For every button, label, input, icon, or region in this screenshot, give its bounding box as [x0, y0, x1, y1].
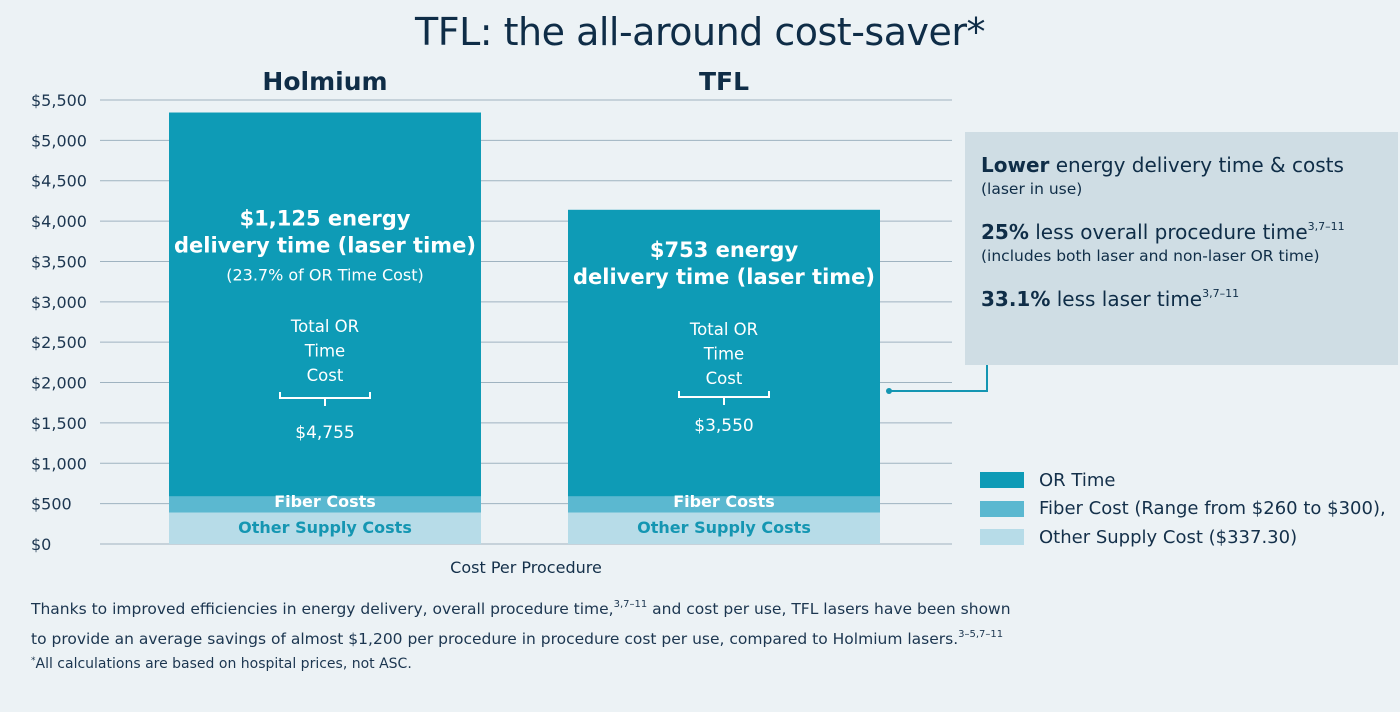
total-bracket — [279, 392, 371, 406]
callout-line-1-text: energy delivery time & costs — [1049, 153, 1344, 177]
callout-line-1-sub: (laser in use) — [981, 180, 1083, 198]
callout-line-2-text: less overall procedure time — [1028, 220, 1308, 244]
footnote-text-1: Thanks to improved efficiencies in energ… — [31, 600, 614, 618]
footnote-text-3: to provide an average savings of almost … — [31, 630, 959, 648]
legend-label-other-supply: Other Supply Cost ($337.30) — [1039, 526, 1298, 548]
legend-label-fiber-cost: Fiber Cost (Range from $260 to $300), — [1039, 498, 1386, 520]
y-tick-label: $3,500 — [31, 252, 87, 271]
other-supply-label: Other Supply Costs — [238, 518, 412, 537]
other-supply-label: Other Supply Costs — [637, 518, 811, 537]
callout-line-3: 33.1% less laser time3,7–11 — [981, 281, 1382, 312]
x-axis-label: Cost Per Procedure — [450, 558, 602, 577]
total-or-value: $3,550 — [694, 416, 753, 436]
y-tick-label: $4,000 — [31, 212, 87, 231]
bar-subline: (23.7% of OR Time Cost) — [226, 266, 424, 285]
y-tick-label: $2,500 — [31, 333, 87, 352]
total-bracket — [678, 391, 770, 405]
legend-swatch-other-supply — [980, 529, 1024, 546]
total-or-value: $4,755 — [295, 423, 354, 443]
y-tick-label: $1,500 — [31, 414, 87, 433]
callout-line-1: Lower energy delivery time & costs — [981, 152, 1382, 178]
y-tick-label: $3,000 — [31, 293, 87, 312]
bar-segment-fiber — [169, 496, 481, 513]
callout-line-2: 25% less overall procedure time3,7–11 — [981, 214, 1382, 245]
legend-item-fiber-cost: Fiber Cost (Range from $260 to $300), — [980, 495, 1386, 524]
bar-segment-or-time — [169, 112, 481, 497]
y-tick-label: $5,500 — [31, 91, 87, 110]
bar-headline-line-2: delivery time (laser time) — [573, 265, 875, 289]
legend-swatch-fiber-cost — [980, 500, 1024, 517]
savings-callout-box: Lower energy delivery time & costs (lase… — [965, 132, 1398, 365]
y-tick-label: $5,000 — [31, 131, 87, 150]
callout-line-3-citation: 3,7–11 — [1202, 287, 1240, 300]
bar-segment-other-supply — [568, 512, 880, 544]
callout-line-2-citation: 3,7–11 — [1307, 220, 1345, 233]
total-or-label-line: Total OR — [689, 320, 758, 339]
y-tick-label: $1,000 — [31, 454, 87, 473]
legend-item-or-time: OR Time — [980, 466, 1386, 495]
footnote-paragraph: Thanks to improved efficiencies in energ… — [31, 592, 1031, 652]
disclaimer-text: All calculations are based on hospital p… — [35, 656, 412, 672]
callout-line-3-bold: 33.1% — [981, 287, 1051, 311]
total-or-label-line: Time — [703, 345, 744, 364]
fiber-costs-label: Fiber Costs — [673, 492, 775, 511]
legend-item-other-supply: Other Supply Cost ($337.30) — [980, 523, 1386, 552]
fiber-costs-label: Fiber Costs — [274, 492, 376, 511]
bar-headline-line-1: $1,125 energy — [240, 207, 411, 231]
bar-segment-other-supply — [169, 512, 481, 544]
callout-line-2-sub: (includes both laser and non-laser OR ti… — [981, 247, 1320, 265]
legend-swatch-or-time — [980, 472, 1024, 489]
disclaimer-asterisk: * — [31, 656, 36, 666]
callout-line-2-bold: 25% — [981, 220, 1029, 244]
footnote-text-2: and cost per use, TFL lasers have been s… — [647, 600, 1011, 618]
footnote-citation-2: 3–5,7–11 — [958, 629, 1004, 640]
total-or-label-line: Cost — [307, 366, 344, 385]
y-tick-label: $0 — [31, 535, 51, 554]
footnote-citation-1: 3,7–11 — [613, 599, 648, 610]
legend-label-or-time: OR Time — [1039, 469, 1116, 491]
y-tick-label: $4,500 — [31, 172, 87, 191]
category-label: Holmium — [262, 67, 387, 96]
footnote-disclaimer: *All calculations are based on hospital … — [31, 656, 412, 672]
callout-line-3-text: less laser time — [1050, 287, 1203, 311]
callout-line-1-bold: Lower — [981, 153, 1050, 177]
total-or-label-line: Cost — [706, 369, 743, 388]
bar-headline-line-2: delivery time (laser time) — [174, 234, 476, 258]
bar-segment-or-time — [568, 209, 880, 497]
bar-headline-line-1: $753 energy — [650, 238, 799, 262]
bar-segment-fiber — [568, 496, 880, 513]
callout-connector-dot — [886, 388, 892, 394]
y-tick-label: $500 — [31, 495, 72, 514]
chart-legend: OR Time Fiber Cost (Range from $260 to $… — [980, 466, 1386, 552]
y-tick-label: $2,000 — [31, 374, 87, 393]
category-label: TFL — [699, 67, 749, 96]
total-or-label-line: Total OR — [290, 317, 359, 336]
total-or-label-line: Time — [304, 342, 345, 361]
chart-title: TFL: the all-around cost-saver* — [415, 10, 986, 54]
